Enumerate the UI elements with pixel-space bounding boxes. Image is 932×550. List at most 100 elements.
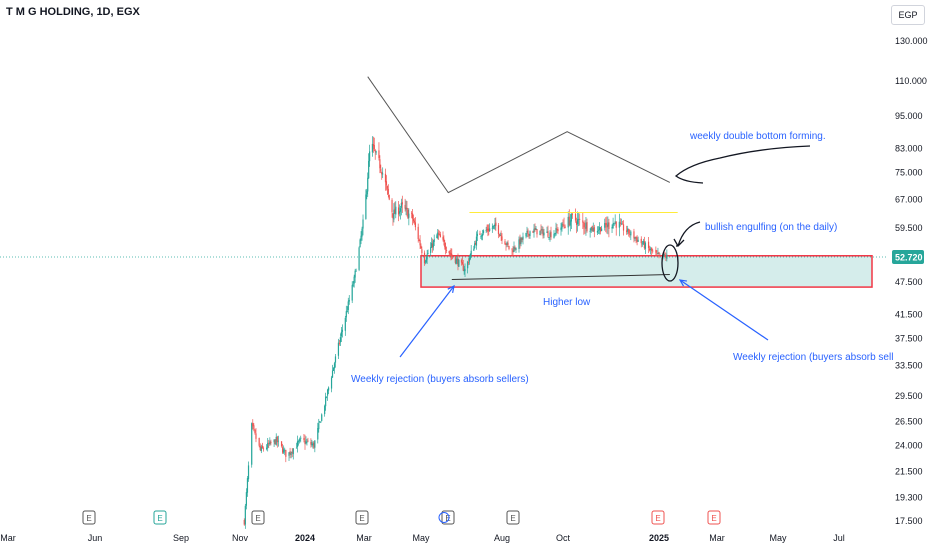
candle-body: [299, 438, 301, 442]
candle-body: [306, 441, 308, 443]
candle: [495, 217, 497, 232]
candle-body: [486, 229, 488, 231]
candle: [546, 226, 548, 233]
candle-body: [597, 229, 600, 231]
candle-body: [269, 441, 271, 445]
candle-body: [540, 229, 542, 231]
candle-body: [426, 254, 428, 260]
drawings-layer: [367, 76, 811, 358]
y-tick-label: 47.500: [895, 277, 923, 287]
candle-body: [556, 229, 558, 230]
candle-body: [630, 231, 632, 236]
candle: [628, 228, 630, 237]
candle-body: [535, 228, 537, 230]
candle: [460, 258, 463, 266]
candle-body: [455, 259, 457, 264]
candle-body: [628, 228, 630, 234]
candle: [246, 475, 249, 497]
candle: [614, 214, 616, 225]
earnings-badge: E: [251, 510, 265, 525]
candle: [597, 226, 600, 235]
candle: [476, 229, 478, 242]
candle-body: [245, 492, 247, 506]
candle-body: [311, 444, 313, 445]
candle-body: [636, 237, 638, 242]
candle: [622, 220, 625, 236]
candle: [644, 241, 647, 255]
candle-body: [361, 228, 363, 237]
candle: [436, 233, 438, 239]
earnings-badge-box: [251, 510, 265, 525]
candle: [289, 447, 291, 459]
currency-button[interactable]: EGP: [891, 5, 925, 25]
candle-body: [344, 317, 346, 331]
candle: [354, 268, 356, 283]
candle: [526, 226, 528, 238]
candle: [501, 233, 503, 245]
candle: [333, 361, 336, 374]
y-tick-label: 75.000: [895, 168, 923, 178]
candle-body: [318, 423, 320, 430]
candle: [542, 226, 544, 239]
candle-body: [560, 227, 562, 231]
candle: [424, 259, 427, 265]
candle: [664, 251, 666, 258]
candle: [405, 200, 407, 216]
candle-body: [296, 441, 299, 447]
candle-body: [404, 204, 406, 209]
candle-body: [325, 396, 327, 407]
y-tick-label: 26.500: [895, 417, 923, 427]
candle: [601, 225, 603, 232]
candle: [442, 231, 444, 242]
candle-body: [443, 238, 445, 242]
candle-body: [339, 337, 341, 343]
candle: [586, 218, 588, 233]
candle: [420, 243, 422, 249]
candle: [528, 233, 530, 239]
candle: [337, 338, 340, 360]
candle: [562, 219, 564, 228]
candle-body: [601, 228, 603, 232]
candle-body: [270, 441, 272, 444]
candle: [450, 248, 452, 261]
candle: [426, 250, 428, 264]
y-tick-label: 130.000: [895, 36, 928, 46]
candle-body: [346, 310, 348, 312]
candle-body: [519, 238, 521, 245]
candle: [331, 364, 334, 378]
candle-body: [366, 190, 368, 195]
candle-body: [261, 445, 263, 448]
candle: [659, 253, 661, 255]
candle-body: [475, 236, 478, 246]
candle-body: [247, 465, 250, 480]
candle-body: [511, 248, 513, 250]
candle-body: [351, 285, 353, 301]
candle-body: [436, 235, 438, 239]
candle-body: [384, 173, 387, 183]
candle: [400, 198, 402, 216]
candle: [439, 231, 441, 238]
candle-body: [462, 264, 464, 271]
candle-body: [464, 268, 466, 272]
candle: [444, 239, 446, 250]
candle: [549, 230, 551, 242]
candle-body: [626, 230, 628, 232]
candle: [533, 224, 535, 238]
chart-title: T M G HOLDING, 1D, EGX: [6, 6, 140, 18]
candle-body: [548, 237, 550, 238]
candle-body: [618, 221, 620, 228]
candle-body: [430, 247, 432, 253]
candle: [317, 422, 319, 444]
candle: [620, 218, 623, 226]
candle-body: [589, 230, 591, 232]
candle: [313, 441, 315, 449]
candle-body: [259, 445, 261, 451]
candle-body: [479, 233, 481, 235]
candle: [548, 236, 550, 240]
candle: [369, 144, 371, 167]
candle: [347, 297, 349, 315]
candle-body: [467, 262, 470, 263]
candle-body: [611, 227, 613, 229]
candle: [386, 185, 388, 196]
